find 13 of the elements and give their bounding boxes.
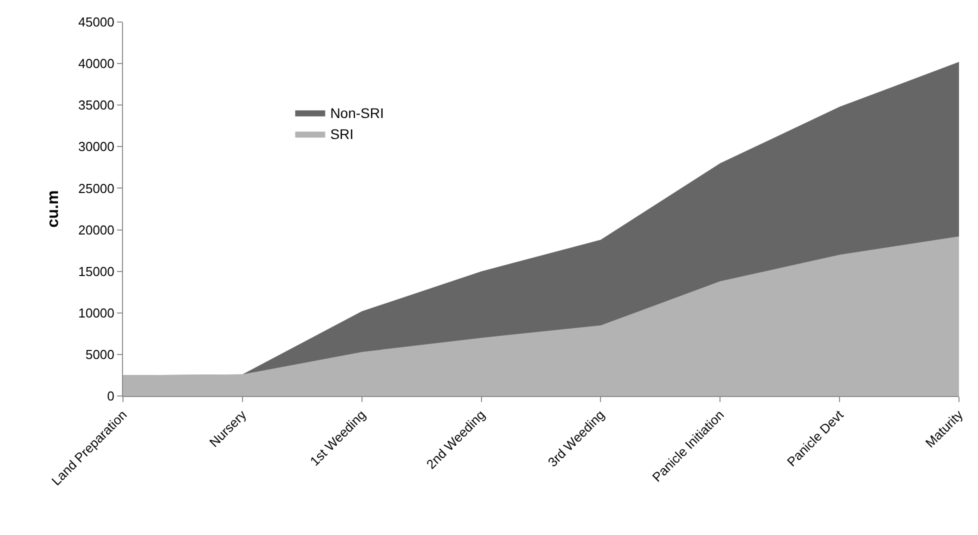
y-tick-label: 30000 — [78, 139, 114, 154]
y-tick-label: 0 — [107, 388, 114, 404]
y-axis-title: cu.m — [45, 190, 62, 228]
y-tick-label: 25000 — [78, 180, 114, 196]
y-tick-label: 5000 — [85, 346, 114, 362]
y-tick-label: 45000 — [78, 14, 114, 30]
legend-label: SRI — [330, 126, 354, 142]
y-tick-label: 15000 — [78, 264, 114, 279]
legend-label: Non-SRI — [330, 104, 384, 121]
y-tick-label: 20000 — [78, 222, 114, 238]
y-tick-label: 40000 — [78, 56, 114, 72]
y-tick-label: 35000 — [78, 98, 114, 113]
y-tick-label: 10000 — [78, 305, 114, 320]
